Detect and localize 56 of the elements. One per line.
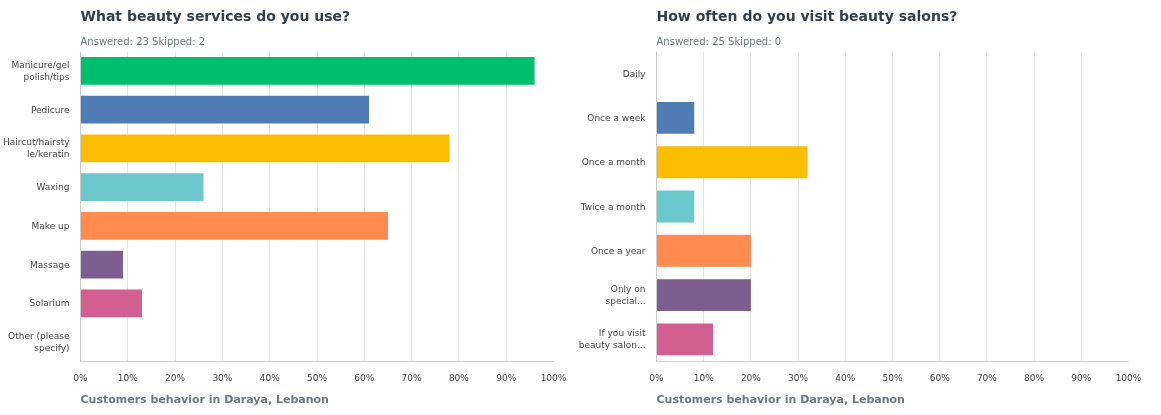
x-tick-label: 80% [448,372,470,383]
x-tick-label: 60% [929,372,951,383]
chart-subtitle: Answered: 25 Skipped: 0 [656,35,782,47]
bar [656,190,695,223]
chart-title: What beauty services do you use? [80,7,351,24]
chart-subtitle: Answered: 23 Skipped: 2 [80,35,206,47]
y-tick-label: Pedicure [30,104,70,115]
bar [80,134,450,163]
bar [656,279,751,312]
bar [80,250,124,279]
y-tick-label: Once a week [587,112,647,123]
x-tick-label: 40% [259,372,281,383]
bar [80,95,370,124]
y-tick-label: Only on special... [605,284,646,307]
y-tick-label: Once a year [590,245,646,256]
y-tick-label: Daily [622,68,647,79]
y-tick-label: If you visit beauty salon... [578,328,646,351]
x-tick-label: 90% [496,372,517,383]
x-tick-label: 50% [307,372,328,383]
bar [80,211,388,240]
bar [656,146,808,179]
bar [656,234,751,267]
bar [80,173,204,202]
chart-title: How often do you visit beauty salons? [656,7,958,24]
x-tick-label: 20% [165,372,186,383]
x-tick-label: 20% [740,372,762,383]
x-tick-label: 10% [693,372,715,383]
x-tick-label: 100% [540,372,567,383]
bar [656,101,695,134]
x-tick-label: 40% [835,372,856,383]
x-tick-label: 70% [401,372,423,383]
y-tick-label: Other (please specify) [8,331,70,354]
bar [80,56,535,85]
x-tick-label: 60% [354,372,375,383]
y-tick-label: Manicure/gel polish/tips [11,59,70,82]
x-tick-label: 10% [117,372,139,383]
x-tick-label: 0% [649,372,665,383]
x-tick-label: 100% [1115,372,1142,383]
x-tick-label: 70% [976,372,998,383]
text: Customers behavior in Daraya, Lebanon [656,392,905,406]
x-tick-label: 30% [212,372,233,383]
x-tick-label: 80% [1024,372,1045,383]
bar [80,289,142,318]
text: Customers behavior in Daraya, Lebanon [80,392,329,406]
y-tick-label: Haircut/hairstyle/keratin [3,137,71,160]
x-tick-label: 90% [1071,372,1092,383]
y-tick-label: Make up [31,220,70,231]
y-tick-label: Twice a month [579,201,646,212]
bar [656,323,714,356]
x-tick-label: 50% [882,372,903,383]
x-tick-label: 30% [788,372,809,383]
y-tick-label: Once a month [581,157,646,168]
y-tick-label: Massage [30,259,70,270]
x-tick-label: 0% [73,372,89,383]
y-tick-label: Solarium [29,298,70,309]
y-tick-label: Waxing [36,182,70,193]
